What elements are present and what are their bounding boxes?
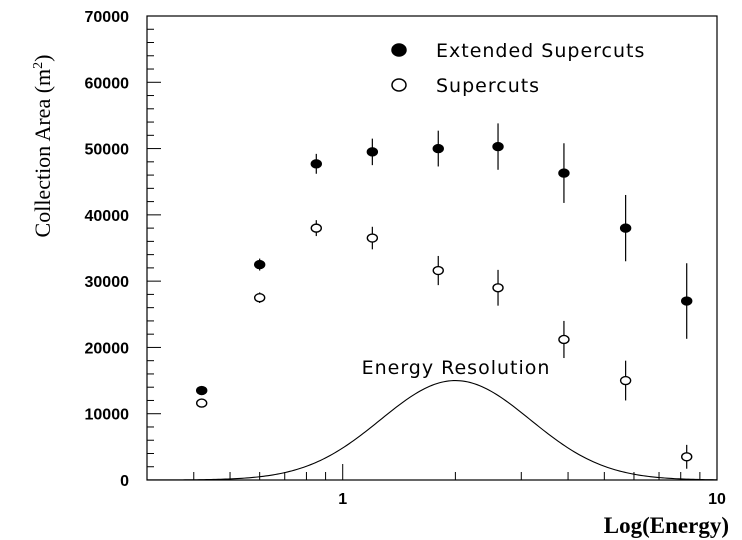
y-axis-title: Collection Area (m2) — [30, 55, 55, 238]
plot-frame — [146, 15, 718, 481]
x-tick-label: 1 — [338, 491, 347, 508]
legend-filled-marker — [391, 43, 407, 57]
plot-border — [146, 15, 718, 481]
open-data-point — [366, 233, 379, 243]
y-tick-label: 20000 — [85, 340, 130, 357]
x-axis: 1 10 — [146, 464, 726, 508]
legend-label: Extended Supercuts — [436, 40, 645, 62]
y-tick-label: 50000 — [85, 142, 130, 159]
legend-label: Supercuts — [436, 75, 540, 97]
energy-resolution-curve — [147, 380, 718, 481]
filled-data-point — [310, 159, 322, 169]
filled-data-point — [558, 168, 570, 178]
y-tick-label: 30000 — [85, 274, 130, 291]
y-axis-title-main: Collection Area (m — [30, 69, 55, 238]
legend-open-marker — [391, 78, 407, 92]
open-data-point — [432, 265, 444, 276]
filled-data-point — [195, 385, 208, 396]
open-data-point — [310, 223, 322, 233]
open-data-point — [681, 452, 693, 462]
open-data-point — [558, 334, 570, 345]
y-axis-title-close: ) — [30, 55, 55, 62]
extended-supercuts-series — [195, 123, 693, 396]
energy-resolution-line — [147, 380, 718, 481]
y-tick-label: 0 — [120, 473, 129, 490]
series-layer — [195, 123, 693, 469]
filled-data-point — [619, 223, 632, 233]
y-axis: 0 10000 20000 30000 40000 50000 60000 70000 — [85, 9, 161, 490]
open-data-point — [619, 375, 632, 386]
legend: Extended Supercuts Supercuts — [391, 40, 645, 97]
open-data-point — [195, 398, 208, 408]
y-tick-label: 40000 — [85, 208, 130, 225]
supercuts-series — [195, 220, 693, 469]
filled-data-point — [366, 147, 379, 157]
x-axis-title: Log(Energy) — [604, 513, 729, 538]
filled-data-point — [253, 259, 266, 270]
y-tick-label: 10000 — [85, 407, 130, 424]
filled-data-point — [681, 296, 693, 306]
y-axis-title-sup: 2 — [31, 62, 46, 69]
open-data-point — [253, 293, 266, 303]
y-tick-label: 70000 — [85, 9, 130, 26]
open-data-point — [492, 283, 504, 293]
filled-data-point — [432, 143, 444, 154]
x-tick-label: 10 — [708, 491, 726, 508]
y-tick-label: 60000 — [85, 75, 130, 92]
energy-resolution-label: Energy Resolution — [362, 357, 551, 379]
filled-data-point — [492, 141, 504, 152]
